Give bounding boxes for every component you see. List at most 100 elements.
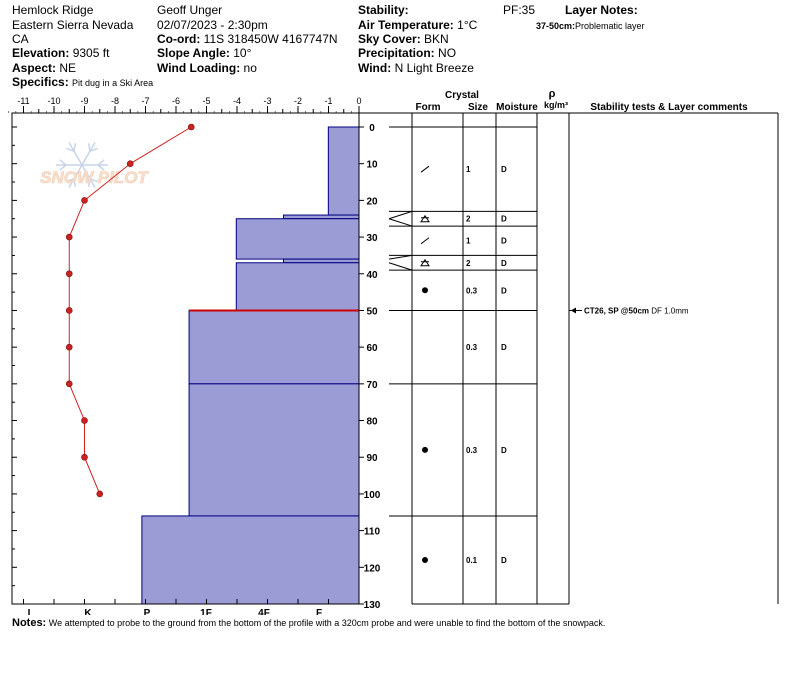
header-rho: ρ bbox=[549, 88, 556, 100]
temperature-point bbox=[126, 160, 134, 167]
watermark-text: SNOW PILOT bbox=[40, 168, 149, 187]
flake-branch bbox=[73, 143, 77, 152]
temperature-point bbox=[96, 490, 104, 498]
header-form: Form bbox=[416, 102, 441, 113]
crystal-size: 1 bbox=[466, 237, 471, 246]
depth-tick-label: 80 bbox=[366, 417, 378, 428]
temperature-point bbox=[81, 453, 88, 461]
moisture: D bbox=[501, 237, 507, 246]
crystal-size: 0.1 bbox=[466, 556, 478, 565]
header-comments: Stability tests & Layer comments bbox=[590, 102, 748, 113]
hardness-bar bbox=[235, 262, 360, 311]
crystal-form-icon bbox=[420, 258, 430, 267]
sky-cover: Sky Cover: BKN bbox=[358, 32, 449, 46]
snowpilot-watermark: SNOW PILOT bbox=[40, 142, 150, 188]
depth-tick-label: 60 bbox=[366, 343, 378, 354]
flake-branch bbox=[89, 147, 98, 152]
crystal-form-icon bbox=[420, 165, 430, 173]
header-moisture: Moisture bbox=[496, 102, 538, 113]
elevation: Elevation: 9305 ft bbox=[12, 46, 110, 60]
state: CA bbox=[12, 32, 29, 46]
depth-tick-label: 90 bbox=[366, 453, 378, 464]
moisture: D bbox=[501, 556, 507, 565]
depth-tick-label: 110 bbox=[364, 527, 381, 538]
temp-tick-label: -11 bbox=[17, 96, 29, 106]
hardness-label: I bbox=[28, 608, 31, 615]
hardness-bar bbox=[141, 515, 360, 605]
flake-branch bbox=[73, 178, 77, 187]
temperature-point bbox=[187, 123, 195, 131]
layer-connector-bend bbox=[388, 218, 413, 227]
flake-arm bbox=[68, 164, 83, 188]
temp-tick-label: -5 bbox=[202, 96, 210, 106]
flake-arm bbox=[81, 142, 96, 166]
flake-branch bbox=[97, 159, 105, 166]
temp-tick-label: -9 bbox=[80, 96, 88, 106]
hardness-bar bbox=[282, 214, 360, 220]
layer-table-headers: Crystal Form Size Moisture ρkg/m³ Stability t… bbox=[416, 88, 749, 113]
stability-test-label: CT26, SP @50cm DF 1.0mm bbox=[584, 306, 689, 315]
crystal-size: 0.3 bbox=[466, 286, 478, 295]
coordinates: Co-ord: 11S 318450W 4167747N bbox=[157, 32, 338, 46]
wind: Wind: N Light Breeze bbox=[358, 61, 474, 75]
snowflake-icon bbox=[56, 142, 108, 188]
depth-tick-label: 40 bbox=[366, 270, 378, 281]
precipitation: Precipitation: NO bbox=[358, 46, 457, 60]
crystal-form-icon bbox=[422, 446, 428, 453]
temperature-point bbox=[81, 197, 88, 204]
observer: Geoff Unger bbox=[157, 3, 223, 17]
crystal-size: 2 bbox=[466, 259, 471, 268]
header-size: Size bbox=[468, 102, 488, 113]
depth-tick-label: 10 bbox=[366, 160, 378, 171]
depth-tick-label: 100 bbox=[364, 490, 381, 501]
temp-tick-label: -3 bbox=[263, 96, 271, 106]
flake-branch bbox=[66, 178, 75, 183]
flake-arm bbox=[81, 164, 96, 188]
crystal-form-icon bbox=[422, 287, 428, 294]
temp-tick-label: -1 bbox=[324, 96, 332, 106]
temperature-point bbox=[65, 380, 73, 388]
hardness-label: P bbox=[144, 608, 151, 615]
flake-branch bbox=[97, 164, 105, 171]
crystal-form-icon bbox=[420, 237, 430, 245]
hardness-label: F bbox=[316, 608, 322, 615]
flake-branch bbox=[87, 143, 91, 152]
temp-tick-label: -2 bbox=[294, 96, 302, 106]
datetime: 02/07/2023 - 2:30pm bbox=[157, 18, 268, 32]
temp-tick-label: 0 bbox=[356, 96, 361, 106]
hardness-label: 1F bbox=[200, 608, 212, 615]
depth-axis: 0 10 20 30 40 50 60 70 80 90 100 110 120 130 bbox=[12, 123, 381, 611]
layer-rows: 1 D 2 D 1 D 2 D 0.3 D 0.3 D 0.3 D 0.1 D bbox=[388, 165, 537, 605]
crystal-size: 0.3 bbox=[466, 343, 478, 352]
header-crystal: Crystal bbox=[445, 90, 479, 101]
layer-note: 37-50cm:Problematic layer bbox=[536, 21, 645, 31]
layer-notes-title: Layer Notes: bbox=[565, 3, 638, 17]
hardness-axis: I K P 1F 4F F bbox=[28, 608, 322, 615]
crystal-form-icon bbox=[420, 214, 430, 223]
temperature-point bbox=[65, 343, 73, 351]
moisture: D bbox=[501, 165, 507, 174]
chart-frame bbox=[11, 112, 360, 605]
hardness-bar bbox=[188, 309, 360, 385]
stability-test: CT26, SP @50cm DF 1.0mm bbox=[569, 306, 689, 315]
wind-loading: Wind Loading: no bbox=[157, 61, 257, 75]
flake-branch bbox=[89, 178, 98, 183]
air-temperature: Air Temperature: 1°C bbox=[358, 18, 478, 32]
depth-tick-label: 120 bbox=[364, 563, 381, 574]
flake-branch bbox=[59, 164, 67, 171]
crystal-size: 0.3 bbox=[466, 446, 478, 455]
crystal-size: 2 bbox=[466, 215, 471, 224]
temperature-point bbox=[65, 233, 73, 241]
hardness-profile bbox=[141, 126, 360, 605]
temperature-point bbox=[65, 307, 73, 314]
temp-tick-label: -4 bbox=[233, 96, 241, 106]
moisture: D bbox=[501, 259, 507, 268]
depth-tick-label: 130 bbox=[364, 600, 381, 611]
crystal-size: 1 bbox=[466, 165, 471, 174]
location: Hemlock Ridge bbox=[12, 3, 94, 17]
crystal-form-icon bbox=[422, 556, 428, 563]
depth-tick-label: 70 bbox=[366, 380, 378, 391]
temperature-axis: -11 -10 -9 -8 -7 -6 -5 -4 -3 -2 -1 0 bbox=[8, 96, 362, 604]
stability: Stability: bbox=[358, 3, 409, 17]
